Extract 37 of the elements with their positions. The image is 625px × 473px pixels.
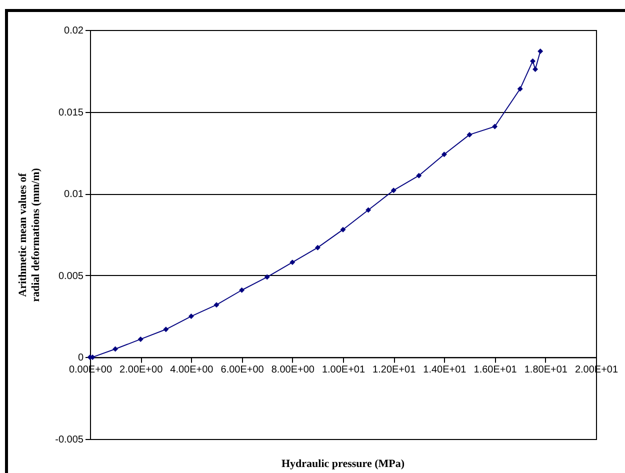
x-tick-label: 8.00E+00: [271, 364, 315, 376]
point: [214, 302, 220, 308]
point: [441, 152, 447, 158]
x-tick-label: 1.60E+01: [474, 364, 518, 376]
point: [366, 207, 372, 213]
point: [416, 172, 422, 178]
y-tick-label: 0.02: [64, 26, 84, 36]
x-tick-label: 1.40E+01: [423, 364, 467, 376]
point: [290, 260, 296, 266]
point: [492, 124, 498, 130]
y-tick-label: 0.005: [58, 270, 84, 282]
y-tick-label: -0.005: [55, 434, 84, 446]
point: [163, 326, 169, 332]
x-tick-label: 6.00E+00: [220, 364, 264, 376]
point: [340, 226, 346, 232]
x-axis-title: Hydraulic pressure (MPa): [281, 458, 405, 470]
point: [538, 48, 544, 54]
point: [532, 66, 538, 72]
point: [466, 132, 472, 138]
x-tick-label: 1.20E+01: [372, 364, 416, 376]
point: [188, 314, 194, 320]
point: [517, 86, 523, 92]
point: [390, 188, 396, 194]
point: [314, 244, 320, 250]
x-tick-label: 4.00E+00: [170, 364, 214, 376]
point: [264, 274, 270, 280]
point: [138, 336, 144, 342]
point: [239, 287, 245, 293]
y-tick-label: 0.015: [58, 107, 84, 118]
point: [112, 346, 118, 352]
y-tick-label: 0: [78, 352, 84, 364]
x-tick-label: 2.00E+00: [120, 364, 164, 376]
x-tick-label: 1.80E+01: [524, 364, 568, 376]
y-tick-label: 0.01: [64, 189, 84, 200]
y-axis-title: Arithmetic mean values of radial deformations (mm/m): [17, 168, 42, 302]
x-tick-label: 1.00E+01: [322, 364, 366, 376]
point: [530, 58, 536, 64]
